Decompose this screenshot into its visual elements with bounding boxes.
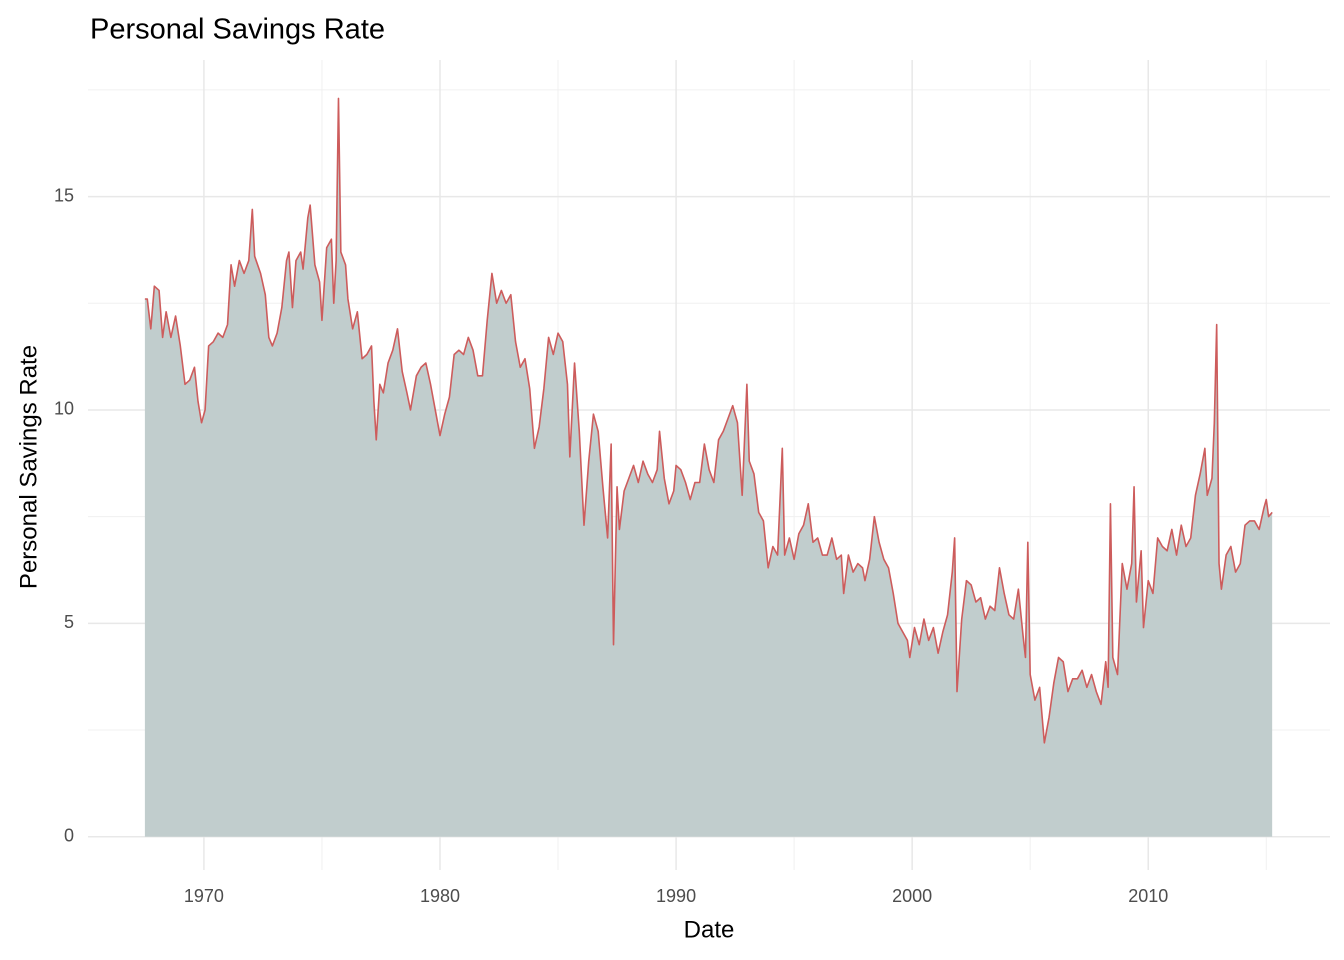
x-tick-label: 2010 [1128, 886, 1168, 906]
y-tick-label: 10 [54, 399, 74, 419]
y-tick-label: 15 [54, 185, 74, 205]
y-axis-title: Personal Savings Rate [15, 345, 42, 589]
x-tick-label: 1980 [420, 886, 460, 906]
y-tick-label: 0 [64, 825, 74, 845]
x-tick-label: 1990 [656, 886, 696, 906]
x-tick-label: 2000 [892, 886, 932, 906]
x-tick-label: 1970 [184, 886, 224, 906]
x-axis-title: Date [684, 916, 735, 943]
y-tick-label: 5 [64, 612, 74, 632]
chart-title: Personal Savings Rate [90, 14, 385, 46]
line [144, 97, 1273, 744]
